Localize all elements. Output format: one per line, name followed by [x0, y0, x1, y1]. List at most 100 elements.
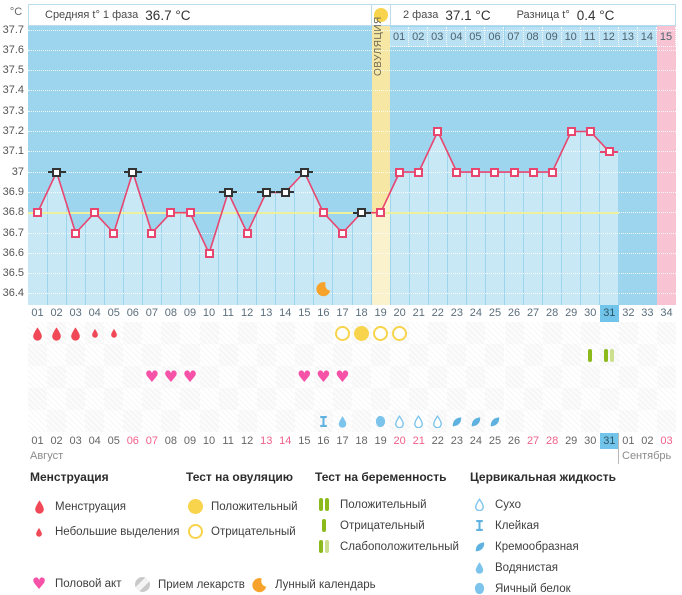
cervical-fluid-cell[interactable] [294, 410, 314, 432]
cervical-fluid-cell[interactable] [28, 410, 48, 432]
menstruation-ovulation-test-cell[interactable] [47, 322, 67, 344]
cycle-day-cell[interactable]: 13 [260, 307, 273, 319]
cervical-fluid-cell[interactable] [313, 410, 333, 432]
date-cell[interactable]: 26 [507, 435, 521, 447]
menstruation-ovulation-test-cell[interactable] [275, 322, 295, 344]
temp-marker[interactable] [528, 167, 538, 177]
medication-cell[interactable] [352, 388, 372, 410]
cycle-day-cell[interactable]: 16 [317, 307, 330, 319]
medication-cell[interactable] [142, 388, 162, 410]
intercourse-cell[interactable] [123, 366, 143, 388]
temp-marker[interactable] [261, 187, 271, 197]
pregnancy-test-cell[interactable] [618, 344, 638, 366]
intercourse-cell[interactable] [199, 366, 219, 388]
cycle-day-cell[interactable]: 22 [431, 307, 444, 319]
cervical-fluid-cell[interactable] [66, 410, 86, 432]
medication-cell[interactable] [294, 388, 314, 410]
cervical-fluid-cell[interactable] [599, 410, 619, 432]
temp-marker[interactable] [585, 127, 595, 136]
cervical-fluid-cell[interactable] [447, 410, 467, 432]
date-cell[interactable]: 15 [298, 435, 311, 447]
cycle-day-cell[interactable]: 19 [374, 307, 387, 319]
temp-marker[interactable] [337, 228, 347, 238]
cycle-day-cell[interactable]: 01 [31, 307, 44, 319]
menstruation-ovulation-test-cell[interactable] [542, 322, 562, 344]
pregnancy-test-cell[interactable] [523, 344, 543, 366]
date-cell[interactable]: 16 [317, 435, 330, 447]
temp-marker[interactable] [452, 167, 462, 177]
medication-cell[interactable] [599, 388, 619, 410]
menstruation-ovulation-test-cell[interactable] [504, 322, 524, 344]
intercourse-cell[interactable] [390, 366, 410, 388]
cervical-fluid-cell[interactable] [504, 410, 524, 432]
intercourse-cell[interactable] [466, 366, 486, 388]
pregnancy-test-cell[interactable] [275, 344, 295, 366]
temp-marker[interactable] [109, 228, 119, 238]
medication-cell[interactable] [256, 388, 276, 410]
intercourse-cell[interactable] [485, 366, 505, 388]
cycle-day-cell[interactable]: 17 [336, 307, 349, 319]
pregnancy-test-cell[interactable] [352, 344, 372, 366]
intercourse-cell[interactable] [256, 366, 276, 388]
pregnancy-test-cell[interactable] [256, 344, 276, 366]
cycle-day-cell[interactable]: 24 [469, 307, 483, 319]
intercourse-cell[interactable] [637, 366, 657, 388]
date-cell[interactable]: 13 [260, 435, 273, 447]
date-cell[interactable]: 11 [222, 435, 234, 447]
pregnancy-test-cell[interactable] [161, 344, 181, 366]
cervical-fluid-cell[interactable] [390, 410, 410, 432]
date-cell[interactable]: 17 [336, 435, 349, 447]
pregnancy-test-cell[interactable] [656, 344, 677, 366]
intercourse-cell[interactable] [561, 366, 581, 388]
pregnancy-test-cell[interactable] [637, 344, 657, 366]
pregnancy-test-cell[interactable] [504, 344, 524, 366]
date-cell[interactable]: 18 [355, 435, 368, 447]
cervical-fluid-cell[interactable] [561, 410, 581, 432]
date-cell[interactable]: 24 [469, 435, 483, 447]
date-cell[interactable]: 29 [565, 435, 578, 447]
pregnancy-test-cell[interactable] [580, 344, 600, 366]
intercourse-cell[interactable] [218, 366, 238, 388]
pregnancy-test-cell[interactable] [85, 344, 105, 366]
intercourse-cell[interactable] [85, 366, 105, 388]
temp-marker[interactable] [147, 228, 157, 238]
pregnancy-test-cell[interactable] [390, 344, 410, 366]
intercourse-cell[interactable]: ♥ [142, 366, 162, 388]
cervical-fluid-cell[interactable] [352, 410, 372, 432]
cycle-day-cell[interactable]: 33 [641, 307, 654, 319]
medication-cell[interactable] [85, 388, 105, 410]
cycle-day-cell[interactable]: 29 [565, 307, 578, 319]
intercourse-cell[interactable]: ♥ [294, 366, 314, 388]
menstruation-ovulation-test-cell[interactable] [313, 322, 333, 344]
menstruation-ovulation-test-cell[interactable] [352, 322, 372, 344]
date-cell[interactable]: 14 [279, 435, 292, 447]
date-cell[interactable]: 10 [202, 435, 216, 447]
temp-marker[interactable] [357, 208, 367, 218]
date-cell[interactable]: 27 [526, 435, 540, 447]
medication-cell[interactable] [237, 388, 257, 410]
cycle-day-cell[interactable]: 20 [393, 307, 406, 319]
intercourse-cell[interactable]: ♥ [161, 366, 181, 388]
cycle-day-cell[interactable]: 11 [222, 307, 234, 319]
cycle-day-cell[interactable]: 34 [660, 307, 673, 319]
pregnancy-test-cell[interactable] [142, 344, 162, 366]
intercourse-cell[interactable] [275, 366, 295, 388]
menstruation-ovulation-test-cell[interactable] [618, 322, 638, 344]
menstruation-ovulation-test-cell[interactable] [637, 322, 657, 344]
cycle-day-cell[interactable]: 15 [298, 307, 311, 319]
intercourse-cell[interactable] [66, 366, 86, 388]
cervical-fluid-cell[interactable] [47, 410, 67, 432]
cervical-fluid-cell[interactable] [237, 410, 257, 432]
pregnancy-test-cell[interactable] [66, 344, 86, 366]
intercourse-cell[interactable]: ♥ [313, 366, 333, 388]
date-cell[interactable]: 08 [164, 435, 178, 447]
menstruation-ovulation-test-cell[interactable] [104, 322, 124, 344]
menstruation-ovulation-test-cell[interactable] [123, 322, 143, 344]
cervical-fluid-cell[interactable] [104, 410, 124, 432]
pregnancy-test-cell[interactable] [47, 344, 67, 366]
intercourse-cell[interactable] [523, 366, 543, 388]
date-cell[interactable]: 02 [50, 435, 63, 447]
intercourse-cell[interactable] [656, 366, 677, 388]
cervical-fluid-cell[interactable] [256, 410, 276, 432]
cervical-fluid-cell[interactable] [466, 410, 486, 432]
